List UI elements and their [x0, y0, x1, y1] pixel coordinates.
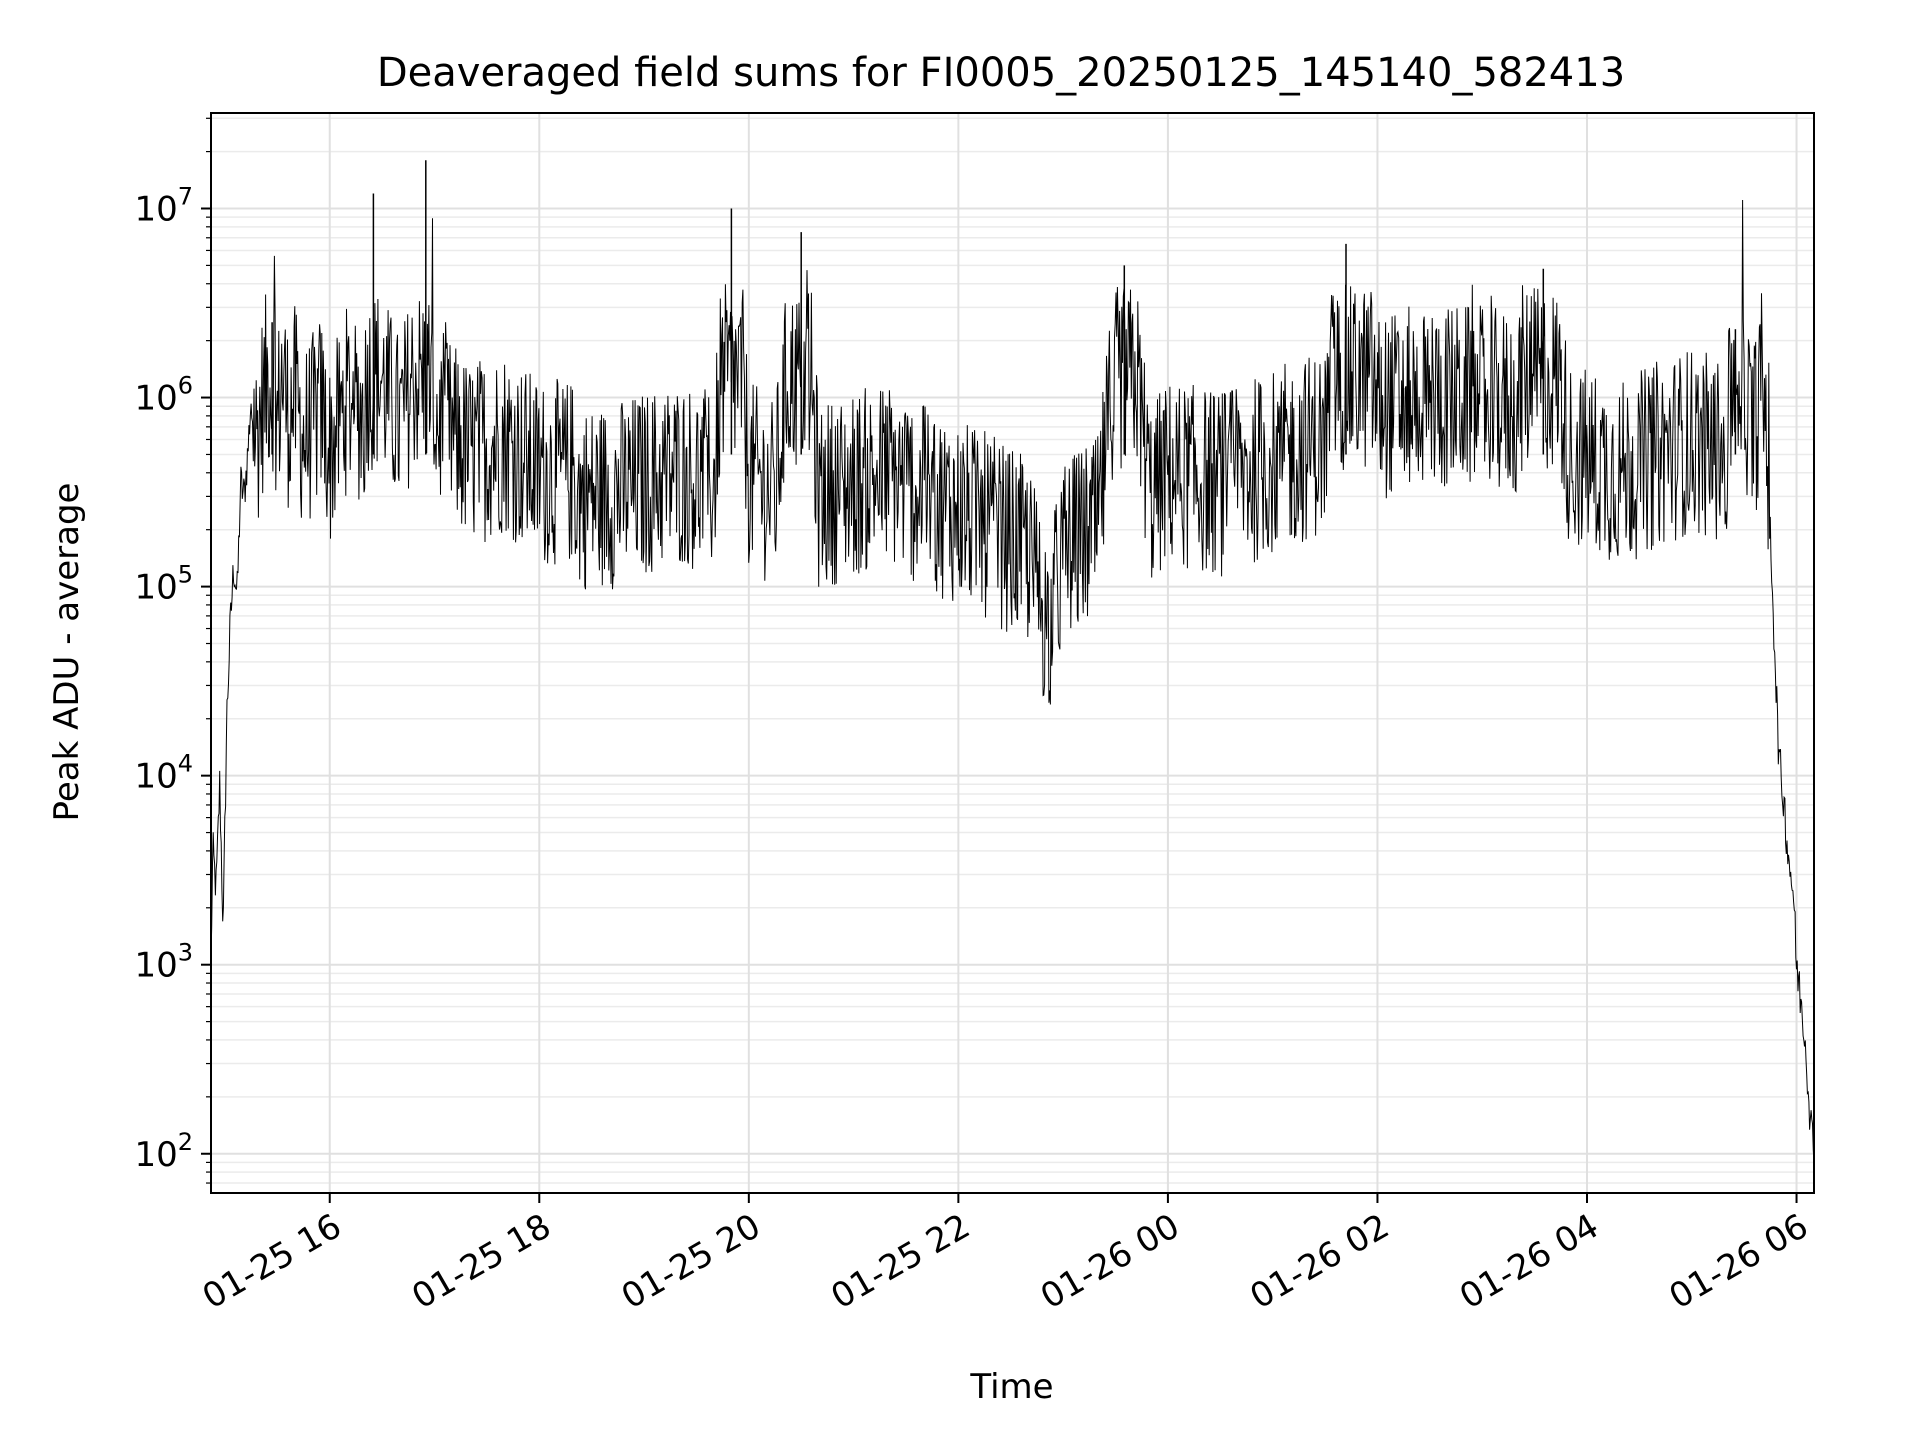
series	[210, 160, 1815, 1163]
y-tick-label: 103	[134, 939, 193, 986]
x-tick-label: 01-26 06	[1663, 1206, 1815, 1317]
x-tick-label: 01-25 22	[824, 1206, 976, 1317]
x-tick-label: 01-25 18	[405, 1206, 557, 1317]
y-tick-label: 102	[134, 1128, 193, 1175]
x-axis: 01-25 16 01-25 18 01-25 20 01-25 22 01-26 00…	[196, 1193, 1815, 1317]
x-tick-label: 01-26 00	[1034, 1206, 1186, 1317]
y-axis: 102 103 104 105 106 107	[134, 117, 211, 1184]
series-line	[210, 199, 1815, 1163]
x-axis-label: Time	[969, 1367, 1053, 1407]
x-tick-label: 01-25 16	[196, 1206, 348, 1317]
y-axis-label: Peak ADU - average	[47, 483, 87, 822]
y-tick-label: 105	[134, 561, 193, 608]
plot-frame	[210, 112, 1815, 1194]
x-tick-label: 01-26 02	[1244, 1206, 1396, 1317]
y-tick-label: 104	[134, 750, 193, 797]
y-tick-label: 106	[134, 372, 193, 419]
x-tick-label: 01-26 04	[1453, 1206, 1605, 1317]
chart-title: Deaveraged field sums for FI0005_2025012…	[377, 50, 1625, 96]
x-tick-label: 01-25 20	[615, 1206, 767, 1317]
grid	[211, 113, 1814, 1193]
y-tick-label: 107	[134, 182, 193, 229]
